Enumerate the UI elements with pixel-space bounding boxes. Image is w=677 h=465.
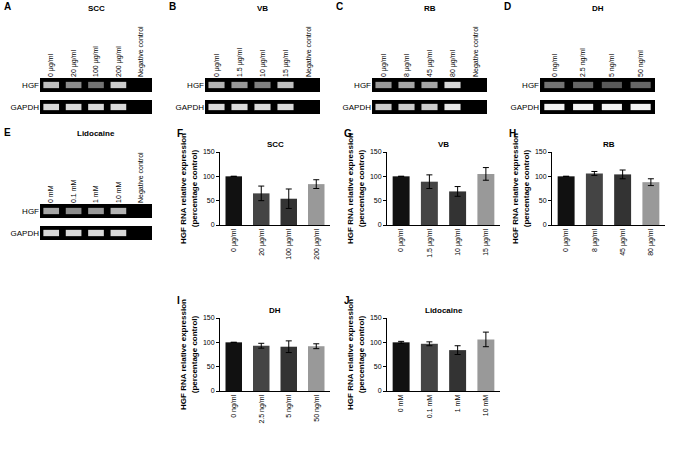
svg-text:0 ng/ml: 0 ng/ml — [551, 54, 559, 77]
svg-text:Negative control: Negative control — [472, 26, 480, 77]
svg-text:0: 0 — [543, 221, 547, 228]
svg-text:I: I — [177, 295, 180, 306]
svg-text:200 μg/ml: 200 μg/ml — [313, 228, 321, 259]
svg-text:HGF RNA relative expression(pe: HGF RNA relative expression(percentage c… — [346, 299, 365, 410]
svg-text:80 μg/ml: 80 μg/ml — [647, 228, 655, 255]
svg-text:100: 100 — [535, 173, 547, 180]
svg-text:RB: RB — [603, 140, 615, 149]
svg-text:0 μg/ml: 0 μg/ml — [230, 228, 238, 252]
svg-text:8 μg/ml: 8 μg/ml — [591, 228, 599, 252]
svg-text:0 μg/ml: 0 μg/ml — [562, 228, 570, 252]
svg-text:Negative control: Negative control — [305, 26, 313, 77]
svg-text:HGF: HGF — [22, 81, 39, 90]
svg-text:Lidocaine: Lidocaine — [425, 306, 463, 315]
svg-text:50 ng/ml: 50 ng/ml — [637, 50, 645, 77]
svg-text:0 mM: 0 mM — [397, 395, 404, 413]
svg-text:1.5 μg/ml: 1.5 μg/ml — [426, 228, 434, 257]
svg-text:10 mM: 10 mM — [482, 395, 489, 417]
svg-text:G: G — [344, 128, 352, 139]
svg-text:150: 150 — [370, 314, 382, 321]
svg-text:0 μg/ml: 0 μg/ml — [47, 53, 55, 77]
svg-text:RB: RB — [424, 4, 436, 13]
svg-text:10 mM: 10 mM — [115, 181, 122, 203]
svg-text:H: H — [509, 128, 516, 139]
svg-text:C: C — [336, 1, 343, 12]
svg-text:150: 150 — [370, 148, 382, 155]
svg-text:GAPDH: GAPDH — [176, 103, 205, 112]
svg-text:150: 150 — [203, 148, 215, 155]
svg-text:GAPDH: GAPDH — [11, 103, 40, 112]
svg-text:50 ng/ml: 50 ng/ml — [313, 394, 321, 421]
svg-text:HGF: HGF — [354, 81, 371, 90]
svg-text:VB: VB — [438, 140, 449, 149]
svg-text:HGF RNA relative expression(pe: HGF RNA relative expression(percentage c… — [346, 133, 365, 244]
svg-text:GAPDH: GAPDH — [11, 229, 40, 238]
svg-text:0.1 mM: 0.1 mM — [426, 395, 433, 419]
svg-text:20 μg/ml: 20 μg/ml — [258, 228, 266, 255]
svg-text:10 μg/ml: 10 μg/ml — [259, 50, 267, 77]
svg-text:100: 100 — [203, 339, 215, 346]
svg-text:100: 100 — [203, 173, 215, 180]
svg-text:0 μg/ml: 0 μg/ml — [397, 228, 405, 252]
svg-text:HGF RNA relative expression(pe: HGF RNA relative expression(percentage c… — [179, 133, 198, 244]
svg-text:1 mM: 1 mM — [454, 395, 461, 413]
svg-text:Lidocaine: Lidocaine — [77, 129, 115, 138]
svg-text:D: D — [504, 1, 511, 12]
svg-text:0: 0 — [211, 221, 215, 228]
svg-text:0 ng/ml: 0 ng/ml — [230, 394, 238, 417]
svg-text:HGF: HGF — [22, 207, 39, 216]
svg-text:200 μg/ml: 200 μg/ml — [115, 46, 123, 77]
svg-text:45 μg/ml: 45 μg/ml — [619, 228, 627, 255]
svg-text:E: E — [4, 127, 11, 138]
svg-text:2.5 ng/ml: 2.5 ng/ml — [579, 48, 587, 77]
svg-text:100 μg/ml: 100 μg/ml — [285, 228, 293, 259]
svg-text:0: 0 — [378, 221, 382, 228]
svg-text:50: 50 — [539, 197, 547, 204]
svg-text:HGF: HGF — [187, 81, 204, 90]
svg-text:SCC: SCC — [88, 4, 105, 13]
svg-text:A: A — [4, 1, 11, 12]
svg-text:100: 100 — [370, 173, 382, 180]
svg-text:DH: DH — [592, 4, 604, 13]
svg-text:15 μg/ml: 15 μg/ml — [282, 50, 290, 77]
svg-text:1 mM: 1 mM — [92, 185, 99, 203]
svg-text:2.5 ng/ml: 2.5 ng/ml — [258, 394, 266, 423]
svg-text:0.1 mM: 0.1 mM — [70, 179, 77, 203]
svg-text:8 μg/ml: 8 μg/ml — [403, 53, 411, 77]
svg-text:50: 50 — [207, 363, 215, 370]
svg-text:50: 50 — [207, 197, 215, 204]
svg-text:150: 150 — [203, 314, 215, 321]
svg-text:HGF RNA relative expression(pe: HGF RNA relative expression(percentage c… — [511, 133, 530, 244]
svg-text:100 μg/ml: 100 μg/ml — [92, 46, 100, 77]
svg-text:0 μg/ml: 0 μg/ml — [380, 53, 388, 77]
svg-text:5 ng/ml: 5 ng/ml — [608, 54, 616, 77]
svg-text:F: F — [177, 128, 183, 139]
svg-text:DH: DH — [269, 306, 281, 315]
svg-text:Negative control: Negative control — [137, 152, 145, 203]
svg-text:100: 100 — [370, 339, 382, 346]
svg-text:80 μg/ml: 80 μg/ml — [449, 50, 457, 77]
svg-text:50: 50 — [374, 363, 382, 370]
svg-text:0: 0 — [211, 387, 215, 394]
svg-text:150: 150 — [535, 148, 547, 155]
svg-text:J: J — [344, 295, 350, 306]
svg-text:0 mM: 0 mM — [47, 185, 54, 203]
svg-text:HGF: HGF — [522, 81, 539, 90]
svg-text:VB: VB — [257, 4, 268, 13]
svg-text:15 μg/ml: 15 μg/ml — [482, 228, 490, 255]
svg-text:5 ng/ml: 5 ng/ml — [285, 394, 293, 417]
svg-text:1.5 μg/ml: 1.5 μg/ml — [236, 48, 244, 77]
svg-text:0 μg/ml: 0 μg/ml — [213, 53, 221, 77]
svg-text:45 μg/ml: 45 μg/ml — [426, 50, 434, 77]
svg-text:0: 0 — [378, 387, 382, 394]
svg-text:HGF RNA relative expression(pe: HGF RNA relative expression(percentage c… — [179, 299, 198, 410]
svg-text:GAPDH: GAPDH — [343, 103, 372, 112]
svg-text:50: 50 — [374, 197, 382, 204]
svg-text:10 μg/ml: 10 μg/ml — [454, 228, 462, 255]
svg-text:GAPDH: GAPDH — [511, 103, 540, 112]
svg-text:Negative control: Negative control — [137, 26, 145, 77]
svg-text:20 μg/ml: 20 μg/ml — [70, 50, 78, 77]
svg-text:B: B — [169, 1, 176, 12]
svg-text:SCC: SCC — [267, 140, 284, 149]
